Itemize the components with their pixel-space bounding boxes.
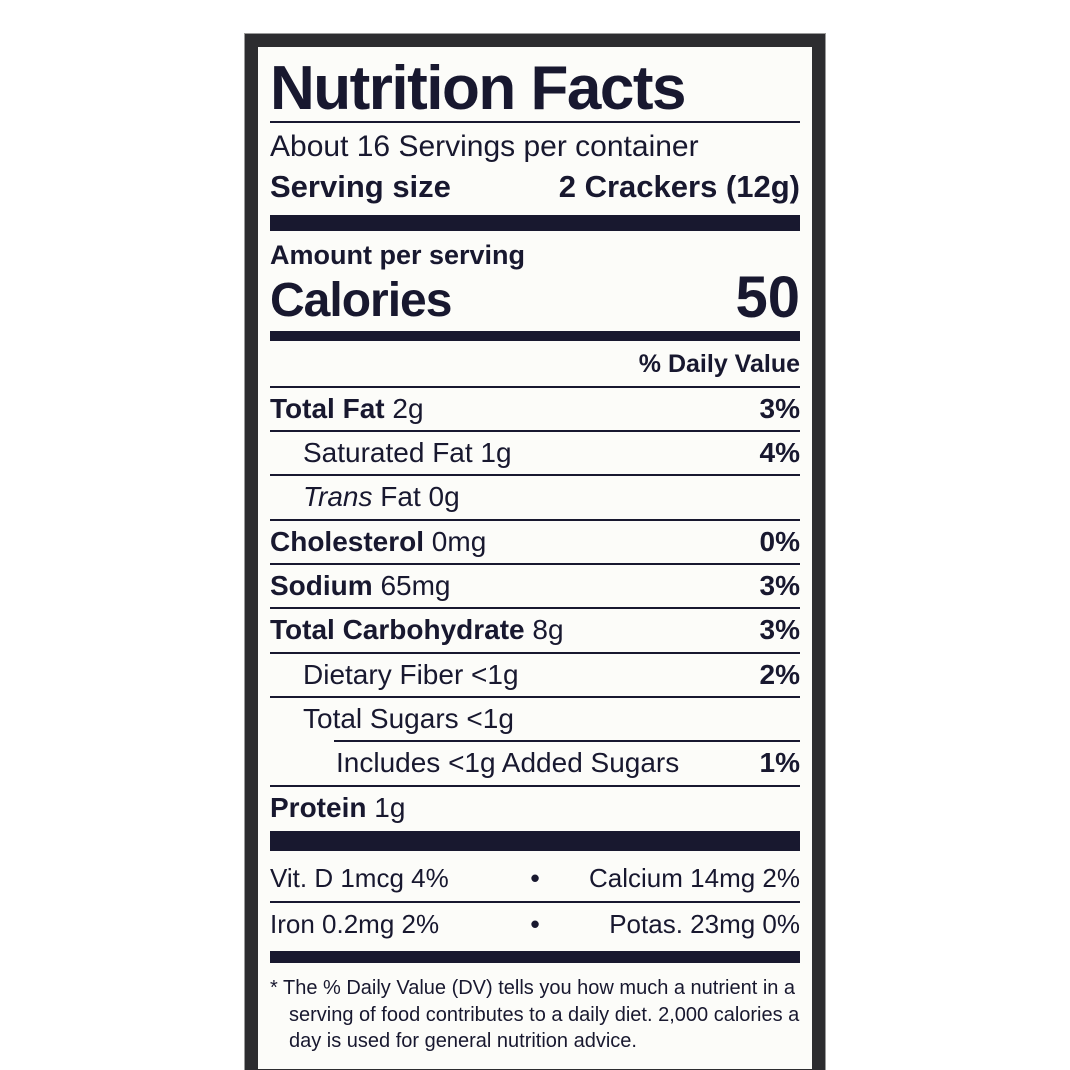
nutrient-name-text: Dietary Fiber <1g [303,658,519,690]
bullet-icon: • [530,909,540,940]
nutrient-name: Dietary Fiber <1g [303,659,519,690]
servings-per-container: About 16 Servings per container [270,130,699,164]
micronutrient-iron: Iron 0.2mg 2% [270,909,440,940]
nutrient-name-bold: Sodium [270,570,373,602]
nutrient-name: Protein 1g [270,792,405,823]
divider [270,518,800,521]
calories-row: Calories 50 [270,265,800,331]
divider [270,563,800,566]
nutrient-percent: 3% [759,392,800,424]
separator-bar-thick [270,831,800,852]
divider [270,385,800,388]
nutrient-name-bold: Cholesterol [270,525,425,557]
serving-size-label: Serving size [270,168,451,204]
nutrient-row-sodium: Sodium 65mg 3% [270,565,800,607]
nutrient-name-text: Total Sugars <1g [303,703,514,735]
nutrient-percent: 0% [759,525,800,557]
bullet-icon: • [530,863,540,894]
divider [270,784,800,787]
nutrient-row-added-sugars: Includes <1g Added Sugars 1% [270,742,800,784]
nutrient-row-total-carbohydrate: Total Carbohydrate 8g 3% [270,609,800,651]
micronutrient-vitamin-d: Vit. D 1mcg 4% [270,863,449,894]
divider-indented [334,740,800,743]
serving-size-value: 2 Crackers (12g) [558,168,800,204]
nutrient-name: Includes <1g Added Sugars [336,747,679,778]
nutrient-name-text: Fat 0g [372,481,460,513]
divider [270,429,800,432]
nutrient-name: Total Sugars <1g [303,703,514,734]
nutrient-row-saturated-fat: Saturated Fat 1g 4% [270,432,800,474]
nutrient-name-italic: Trans [303,481,373,513]
daily-value-footnote: * The % Daily Value (DV) tells you how m… [270,976,800,1053]
micronutrient-row-2: Iron 0.2mg 2% • Potas. 23mg 0% [270,903,800,947]
nutrient-row-total-sugars: Total Sugars <1g [270,698,800,740]
nutrient-name-text: 65mg [372,570,451,602]
nutrient-name-text: 0mg [424,525,487,557]
nutrient-name-text: 8g [524,614,564,646]
nutrient-percent: 3% [759,570,800,602]
serving-size-row: Serving size 2 Crackers (12g) [270,168,800,207]
nutrient-percent: 2% [759,658,800,690]
separator-bar-medium [270,950,800,963]
separator-bar-thick [270,214,800,231]
nutrient-name-text: Saturated Fat 1g [303,436,512,468]
nutrient-name-bold: Total Carbohydrate [270,614,525,646]
nutrient-name-text: Includes <1g Added Sugars [336,747,680,779]
nutrient-name: Cholesterol 0mg [270,526,486,557]
nutrition-facts-label: Nutrition Facts About 16 Servings per co… [245,34,825,1070]
nutrient-name-bold: Total Fat [270,392,385,424]
nutrient-percent: 1% [759,747,800,779]
nutrient-name-text: 2g [384,392,424,424]
nutrient-row-total-fat: Total Fat 2g 3% [270,388,800,430]
nutrient-name-text: 1g [366,791,406,823]
daily-value-header: % Daily Value [638,349,800,378]
calories-label: Calories [270,273,452,327]
micronutrient-calcium: Calcium 14mg 2% [589,863,800,894]
amount-per-serving: Amount per serving [270,239,526,270]
nutrient-row-trans-fat: Trans Fat 0g [270,476,800,518]
nutrient-name: Total Fat 2g [270,393,424,424]
micronutrient-row-1: Vit. D 1mcg 4% • Calcium 14mg 2% [270,857,800,901]
nutrient-percent: 3% [759,614,800,646]
separator-bar-medium [270,330,800,341]
divider [270,607,800,610]
nutrient-name: Saturated Fat 1g [303,437,512,468]
nutrient-name: Sodium 65mg [270,570,451,601]
divider [270,474,800,477]
micronutrient-potassium: Potas. 23mg 0% [609,909,800,940]
label-title: Nutrition Facts [270,54,686,123]
nutrient-name-bold: Protein [270,791,367,823]
divider [270,696,800,699]
nutrient-row-cholesterol: Cholesterol 0mg 0% [270,521,800,563]
divider [270,121,800,124]
nutrient-name: Trans Fat 0g [303,481,460,512]
nutrient-row-dietary-fiber: Dietary Fiber <1g 2% [270,654,800,696]
divider [270,901,800,904]
nutrient-percent: 4% [759,436,800,468]
calories-value: 50 [735,265,800,331]
nutrient-row-protein: Protein 1g [270,787,800,829]
divider [270,651,800,654]
nutrient-name: Total Carbohydrate 8g [270,614,564,645]
